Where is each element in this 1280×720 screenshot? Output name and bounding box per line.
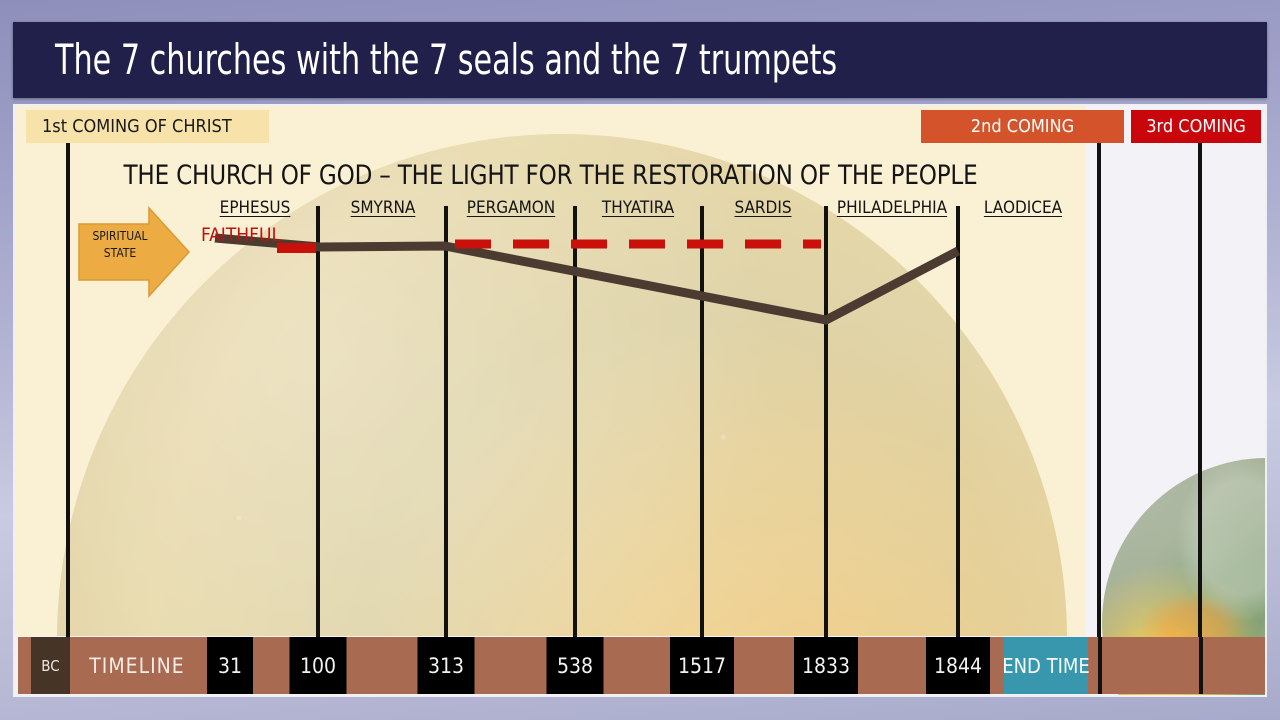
spiritual-state-arrow-label: SPIRITUAL STATE [83, 228, 157, 262]
church-label-pergamon: PERGAMON [466, 198, 556, 218]
timeline-tick-third-coming [1199, 637, 1203, 694]
badge-first-coming: 1st COMING OF CHRIST [26, 110, 269, 143]
church-label-laodicea: LAODICEA [983, 198, 1063, 218]
arrow-label-line2: STATE [103, 246, 137, 260]
page-title: The 7 churches with the 7 seals and the … [55, 35, 838, 84]
slide-content-frame: THE CHURCH OF GOD – THE LIGHT FOR THE RE… [13, 104, 1267, 697]
timeline-title-label: TIMELINE [89, 653, 185, 678]
church-label-sardis: SARDIS [734, 198, 792, 218]
church-label-ephesus: EPHESUS [219, 198, 291, 218]
timeline-bc-box: BC [31, 637, 70, 694]
timeline-end-time-box[interactable]: END TIME [1002, 637, 1090, 694]
chart-canvas [15, 106, 1086, 636]
church-label-thyatira: THYATIRA [601, 198, 675, 218]
church-label-smyrna: SMYRNA [350, 198, 416, 218]
arrow-label-line1: SPIRITUAL [92, 229, 148, 243]
badge-second-coming: 2nd COMING [921, 110, 1124, 143]
timeline-bar: BC TIMELINE 31 100 313 538 1517 1833 184… [18, 637, 1265, 694]
timeline-year-1833[interactable]: 1833 [794, 637, 858, 694]
era-divider-1844 [956, 206, 960, 637]
timeline-year-1844[interactable]: 1844 [926, 637, 990, 694]
timeline-year-313[interactable]: 313 [417, 637, 475, 694]
timeline-tick-second-coming [1098, 637, 1102, 694]
slide-title-bar: The 7 churches with the 7 seals and the … [13, 22, 1267, 98]
timeline-year-100[interactable]: 100 [289, 637, 347, 694]
faithful-label: FAITHFUL [201, 224, 281, 246]
era-divider-538 [573, 206, 577, 637]
spiritual-state-arrow-icon: SPIRITUAL STATE [75, 206, 193, 298]
era-divider-100 [316, 206, 320, 637]
era-divider-1517 [700, 206, 704, 637]
chart-heading: THE CHURCH OF GOD – THE LIGHT FOR THE RE… [123, 160, 978, 191]
era-divider-second-coming [1097, 130, 1101, 637]
era-divider-third-coming [1198, 130, 1202, 637]
church-label-philadelphia: PHILADELPHIA [836, 198, 948, 218]
era-divider-bc [66, 130, 70, 637]
era-divider-313 [444, 206, 448, 637]
timeline-year-31[interactable]: 31 [207, 637, 253, 694]
era-divider-1833 [824, 206, 828, 637]
timeline-year-538[interactable]: 538 [546, 637, 604, 694]
timeline-year-1517[interactable]: 1517 [670, 637, 734, 694]
badge-third-coming: 3rd COMING [1131, 110, 1261, 143]
